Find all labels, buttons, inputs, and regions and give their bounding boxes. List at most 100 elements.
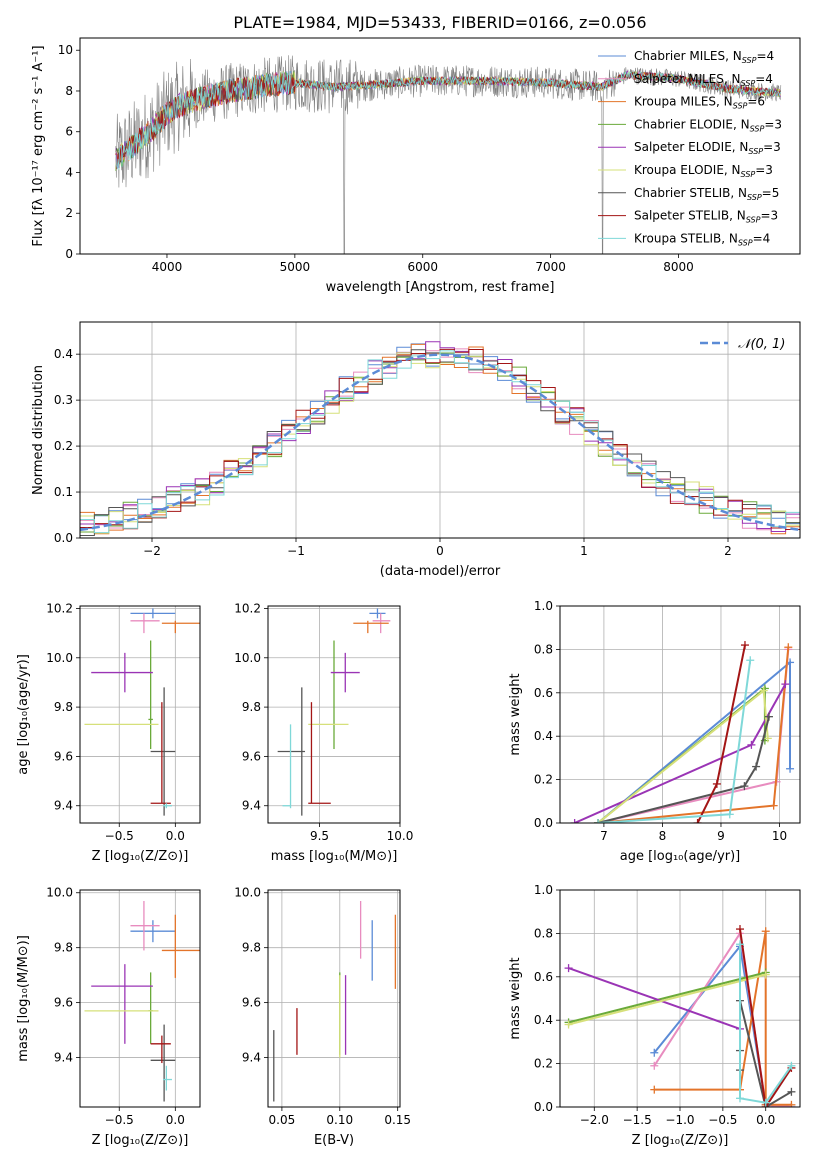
plus-marker — [650, 1061, 659, 1070]
axes-frame — [79, 321, 801, 539]
errorbar-point — [150, 1035, 171, 1064]
figure-title: PLATE=1984, MJD=53433, FIBERID=0166, z=0… — [233, 13, 646, 32]
x-tick-label: 0.10 — [326, 1113, 353, 1127]
x-tick-label: −0.5 — [105, 829, 134, 843]
y-tick-label: 10.0 — [234, 886, 261, 900]
y-tick-label: 0.4 — [534, 1013, 553, 1027]
axes-frame — [267, 605, 401, 824]
mass-vs-ebv-panel: 0.05 0.10 0.15 9.4 9.6 9.8 10.0 E(B-V) — [234, 886, 411, 1148]
residual-histogram — [80, 352, 800, 534]
errorbar-point — [130, 613, 160, 634]
mass-weight-line — [568, 967, 741, 1030]
plus-marker — [752, 762, 761, 771]
plus-marker — [650, 1085, 659, 1094]
y-tick-label: 6 — [65, 125, 73, 139]
legend-label: Kroupa ELODIE, NSSP=3 — [634, 163, 773, 179]
x-tick-label: 0.0 — [166, 829, 185, 843]
axes-frame — [79, 605, 201, 824]
plus-marker — [747, 740, 756, 749]
residual-histogram — [80, 350, 800, 534]
model-spectrum-line — [115, 71, 781, 170]
errorbar-point — [161, 620, 200, 634]
legend-label: Kroupa STELIB, NSSP=4 — [634, 231, 770, 247]
plus-marker — [787, 1100, 796, 1107]
y-axis-label: mass [log₁₀(M/M⊙)] — [16, 935, 31, 1062]
plus-marker — [769, 801, 778, 810]
y-tick-label: 0.4 — [54, 347, 73, 361]
y-tick-label: 9.8 — [54, 941, 73, 955]
errorbar-point — [282, 724, 292, 809]
y-tick-label: 0.0 — [534, 816, 553, 830]
plus-marker — [784, 643, 793, 652]
errorbar-point — [353, 620, 389, 634]
legend-label: Chabrier ELODIE, NSSP=3 — [634, 117, 782, 133]
y-tick-label: 0.6 — [534, 686, 553, 700]
legend-label: Salpeter STELIB, NSSP=3 — [634, 209, 778, 225]
x-axis-label: mass [log₁₀(M/M⊙)] — [271, 849, 398, 864]
errorbar-point — [91, 652, 153, 693]
errorbar-point — [91, 964, 153, 1044]
mass-vs-Z-panel: −0.5 0.0 9.4 9.6 9.8 10.0 Z [log₁₀(Z/Z⊙)] mass … — [16, 886, 201, 1148]
x-tick-label: 5000 — [280, 260, 311, 274]
legend-entry: Chabrier STELIB, NSSP=5 — [598, 186, 779, 202]
age-vs-Z-plot-area — [84, 608, 200, 816]
y-tick-label: 10.0 — [234, 651, 261, 665]
x-tick-label: 7 — [600, 829, 608, 843]
y-tick-label: 0.6 — [534, 970, 553, 984]
normal-curve — [80, 353, 800, 532]
errorbar-point — [308, 702, 331, 804]
x-tick-label: 0.0 — [166, 1113, 185, 1127]
y-tick-label: 10 — [58, 43, 73, 57]
plus-marker — [786, 764, 795, 773]
age-vs-mass-plot-area — [277, 608, 391, 816]
plus-marker — [787, 1087, 796, 1096]
plus-marker — [564, 1020, 573, 1029]
y-tick-label: 0 — [65, 247, 73, 261]
plus-marker — [725, 810, 734, 819]
y-tick-label: 0.4 — [534, 729, 553, 743]
y-tick-label: 9.6 — [242, 996, 261, 1010]
plus-marker — [693, 819, 702, 823]
x-tick-label: 0 — [436, 544, 444, 558]
x-axis-label: wavelength [Angstrom, rest frame] — [326, 280, 555, 295]
plus-marker — [764, 712, 773, 721]
plus-marker — [736, 1094, 744, 1103]
plus-marker — [746, 656, 755, 665]
legend-entry: Kroupa ELODIE, NSSP=3 — [598, 163, 773, 179]
plus-marker — [736, 925, 744, 934]
y-tick-label: 9.6 — [54, 749, 73, 763]
y-tick-label: 2 — [65, 206, 73, 220]
y-tick-label: 0.8 — [534, 642, 553, 656]
residuals-plot-area — [80, 341, 800, 536]
legend-label: Kroupa MILES, NSSP=6 — [634, 95, 765, 111]
errorbar-point — [277, 687, 306, 816]
x-tick-label: −1.0 — [665, 1113, 694, 1127]
y-tick-label: 10.0 — [46, 651, 73, 665]
y-tick-label: 1.0 — [534, 883, 553, 897]
errorbar-point — [130, 900, 160, 951]
y-tick-label: 8 — [65, 84, 73, 98]
y-tick-label: 10.2 — [234, 601, 261, 615]
plus-marker — [759, 686, 768, 695]
y-tick-label: 10.2 — [46, 601, 73, 615]
y-tick-label: 0.0 — [534, 1100, 553, 1114]
mass-vs-ebv-plot-area — [273, 900, 397, 1102]
y-tick-label: 9.6 — [54, 996, 73, 1010]
plus-marker — [740, 782, 749, 791]
x-tick-label: −1.5 — [623, 1113, 652, 1127]
legend-entry: Salpeter ELODIE, NSSP=3 — [598, 140, 781, 156]
residual-histogram — [80, 348, 800, 530]
x-axis-label: E(B-V) — [314, 1133, 354, 1148]
y-tick-label: 0.0 — [54, 531, 73, 545]
y-tick-label: 10.0 — [46, 886, 73, 900]
y-tick-label: 0.8 — [534, 926, 553, 940]
legend-entry: Salpeter MILES, NSSP=4 — [598, 72, 773, 88]
axes-frame — [79, 889, 201, 1108]
x-tick-label: 4000 — [152, 260, 183, 274]
y-axis-label: mass weight — [508, 957, 523, 1039]
y-tick-label: 9.4 — [54, 799, 73, 813]
x-tick-label: 0.15 — [384, 1113, 411, 1127]
x-axis-label: Z [log₁₀(Z/Z⊙)] — [92, 849, 189, 864]
y-tick-label: 1.0 — [534, 599, 553, 613]
y-tick-label: 9.6 — [242, 749, 261, 763]
